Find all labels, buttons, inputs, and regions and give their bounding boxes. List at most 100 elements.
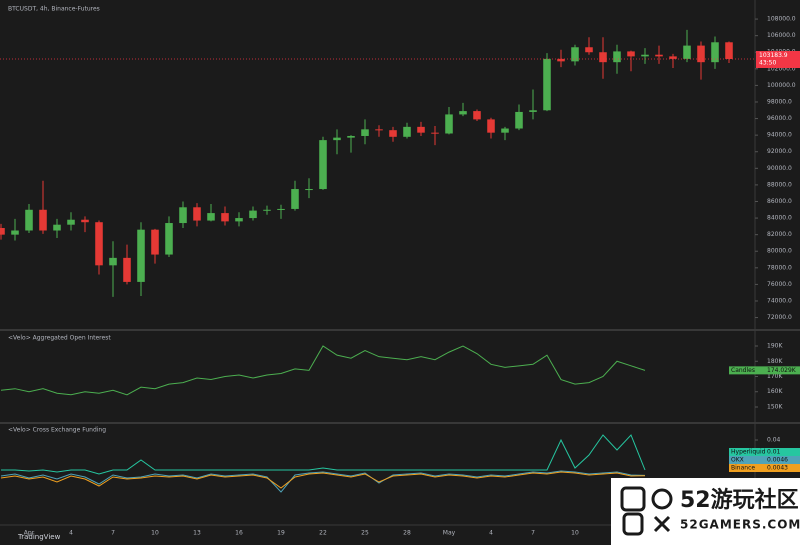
watermark-url: 52GAMERS.COM [680,518,800,532]
candle-body [529,110,537,112]
candle-body [333,137,341,141]
candle-body [39,209,47,231]
candle-body [151,229,159,255]
y-tick-label: 100000.0 [767,82,796,89]
series-line [0,471,646,489]
series-line [0,345,646,396]
candle-body [417,126,425,133]
last-value-tag [729,464,800,472]
x-tick-label: 4 [69,530,73,537]
series-name: Candles [731,367,755,374]
candle-body [585,47,593,53]
y-tick-label: 94000.0 [767,132,792,139]
y-tick-label: 170K [767,373,783,380]
series-name: Hyperliquid [731,449,766,456]
series-name: Binance [731,465,755,472]
y-tick-label: 108000.0 [767,16,796,23]
logo-shape [653,515,671,533]
candle-body [305,189,313,191]
candle-body [347,135,355,138]
candle-body [319,140,327,190]
candle-body [459,111,467,115]
candle-body [697,45,705,63]
y-tick-label: 74000.0 [767,297,792,304]
candle-body [11,230,19,235]
series-line [0,470,646,493]
candle-body [109,257,117,266]
last-price-label: 103183.9 [759,52,788,59]
x-tick-label: 4 [489,530,493,537]
y-tick-label: 76000.0 [767,281,792,288]
y-tick-label: 90000.0 [767,165,792,172]
x-tick-label: 10 [151,530,159,537]
y-tick-label: 80000.0 [767,248,792,255]
candle-body [95,222,103,266]
candle-body [235,218,243,222]
brand: TradingView [17,533,61,541]
candle-body [403,126,411,137]
last-value-tag [729,366,800,375]
x-tick-label: 19 [277,530,285,537]
candle-body [725,42,733,60]
countdown-label: 43:50 [759,60,776,67]
candle-body [431,132,439,134]
y-tick-label: 160K [767,388,783,395]
watermark: 52游玩社区 52GAMERS.COM [611,478,800,545]
candle-body [501,128,509,133]
last-value-label: 0.0046 [767,457,788,464]
last-price-tag [756,51,800,69]
candle-body [25,209,33,231]
last-value-label: 174.029K [767,367,797,374]
watermark-title: 52游玩社区 [680,487,799,513]
candle-body [165,223,173,255]
candle-body [473,111,481,120]
candle-body [599,52,607,63]
series-name: OKX [731,457,744,464]
logo-shape [651,488,673,510]
y-tick-label: 88000.0 [767,181,792,188]
candle-body [221,213,229,222]
chart-title: BTCUSDT, 4h, Binance-Futures [8,6,100,13]
y-tick-label: 92000.0 [767,148,792,155]
candle-body [375,129,383,131]
x-tick-label: 7 [531,530,535,537]
candle-body [361,129,369,136]
x-tick-label: May [443,530,456,537]
candle-body [193,207,201,221]
x-tick-label: 25 [361,530,369,537]
candle-body [655,54,663,57]
y-tick-label: 86000.0 [767,198,792,205]
last-value-label: 0.01 [767,449,781,456]
x-tick-label: 10 [571,530,579,537]
last-value-tag [729,456,800,464]
candle-body [0,228,5,235]
x-tick-label: 28 [403,530,411,537]
candle-body [669,56,677,59]
x-tick-label: 7 [111,530,115,537]
series-line [1,434,646,475]
pane-title: <Velo> Aggregated Open Interest [8,335,111,342]
y-tick-label: 180K [767,358,783,365]
last-value-label: 0.0043 [767,465,788,472]
candle-body [613,51,621,63]
candle-body [683,45,691,59]
pane-title: <Velo> Cross Exchange Funding [8,427,106,434]
candle-body [515,111,523,129]
candle-body [627,51,635,57]
candle-body [291,189,299,209]
logo-shape [620,486,646,512]
candle-body [137,229,145,282]
y-tick-label: 190K [767,343,783,350]
y-tick-label: 0.04 [767,437,781,444]
candle-body [445,114,453,134]
y-tick-label: 96000.0 [767,115,792,122]
candle-body [53,224,61,231]
candle-body [81,219,89,223]
x-tick-label: 16 [235,530,243,537]
y-tick-label: 98000.0 [767,98,792,105]
candle-body [179,207,187,224]
candle-body [487,119,495,133]
